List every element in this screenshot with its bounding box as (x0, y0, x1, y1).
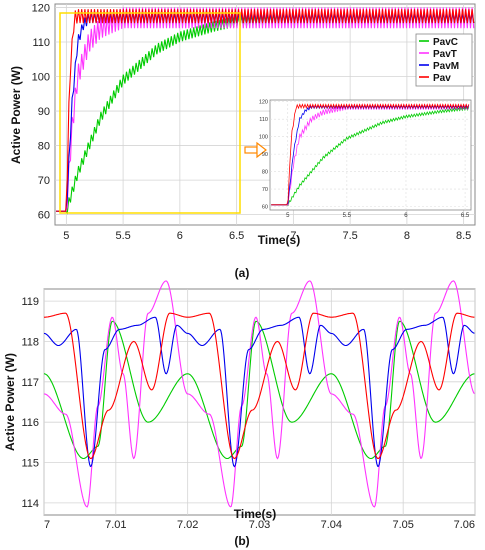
series-line-pavc (271, 106, 470, 207)
x-tick-label: 6.5 (229, 230, 244, 242)
y-tick-label: 116 (21, 417, 39, 429)
legend-label-pavm: PavM (433, 61, 459, 72)
legend-label-pav: Pav (433, 73, 451, 84)
x-tick-label: 8 (404, 230, 410, 242)
inset-grid (270, 100, 471, 210)
series-line-pavt (43, 280, 475, 508)
y-tick-label: 114 (21, 498, 39, 510)
x-tick-label: 7.06 (454, 519, 475, 531)
x-tick-label: 7.02 (177, 519, 198, 531)
series-group-a (56, 7, 475, 215)
inset-y-tick-label: 110 (259, 117, 268, 123)
y-tick-label: 90 (38, 106, 50, 118)
inset-chart: 5 5.5 6 6.5 60 70 80 90 100 110 120 (259, 99, 472, 219)
legend-label-pavt: PavT (433, 49, 457, 60)
x-tick-label: 6 (177, 230, 183, 242)
series-line-pav (271, 103, 470, 206)
axis-ticks-b: 7 7.01 7.02 7.03 7.04 7.05 7.06 114 115 116 117 118… (21, 296, 475, 531)
series-group-b (43, 280, 475, 508)
arrow-icon (244, 141, 267, 159)
y-tick-label: 100 (32, 72, 50, 84)
y-tick-label: 118 (21, 336, 39, 348)
inset-plot-area (269, 99, 472, 211)
y-tick-label: 120 (32, 2, 50, 14)
x-axis-label-a: Time(s) (258, 233, 300, 247)
chart-panel-b: 7 7.01 7.02 7.03 7.04 7.05 7.06 114 115 116 117 118… (3, 280, 476, 548)
x-tick-label: 7 (290, 230, 296, 242)
series-line-pav (56, 9, 475, 212)
x-tick-label: 5 (63, 230, 69, 242)
y-axis-label-a: Active Power (W) (9, 66, 23, 164)
x-tick-label: 7.05 (392, 519, 413, 531)
inset-ticks: 5 5.5 6 6.5 60 70 80 90 100 110 120 (259, 100, 470, 219)
inset-y-tick-label: 100 (259, 135, 268, 141)
y-tick-label: 117 (21, 377, 39, 389)
series-line-pav (43, 312, 475, 460)
inset-y-tick-label: 90 (262, 152, 268, 158)
y-tick-label: 80 (38, 141, 50, 153)
legend-label-pavc: PavC (433, 37, 458, 48)
inset-y-tick-label: 120 (259, 100, 268, 106)
y-tick-label: 70 (38, 175, 50, 187)
y-tick-label: 60 (38, 210, 50, 222)
inset-x-tick-label: 5 (286, 213, 290, 219)
inset-x-tick-label: 6 (404, 213, 408, 219)
y-tick-label: 115 (21, 458, 39, 470)
chart-panel-a: 5 5.5 6 6.5 7 7.5 8 8.5 60 70 80 90 100 110 120 5 5.5 6 6… (9, 2, 476, 280)
y-tick-label: 110 (32, 37, 50, 49)
y-tick-label: 119 (21, 296, 39, 308)
x-tick-label: 7.01 (105, 519, 126, 531)
x-axis-label-b: Time(s) (234, 507, 276, 521)
y-axis-label-b: Active Power (W) (3, 353, 17, 451)
series-line-pavm (43, 316, 475, 468)
grid-b (43, 289, 476, 515)
caption-b: (b) (234, 534, 249, 548)
inset-y-tick-label: 60 (262, 205, 268, 211)
x-tick-label: 7.03 (249, 519, 270, 531)
series-line-pavc (43, 320, 475, 460)
x-tick-label: 7 (44, 519, 50, 531)
x-tick-label: 7.04 (321, 519, 342, 531)
x-tick-label: 8.5 (456, 230, 471, 242)
highlight-box (59, 12, 241, 214)
inset-series-group (271, 103, 470, 207)
caption-a: (a) (235, 266, 250, 280)
axis-ticks-a: 5 5.5 6 6.5 7 7.5 8 8.5 60 70 80 90 100 110 120 (32, 2, 472, 242)
inset-x-tick-label: 6.5 (461, 213, 470, 219)
inset-y-tick-label: 80 (262, 170, 268, 176)
x-tick-label: 5.5 (115, 230, 130, 242)
x-tick-label: 7.5 (342, 230, 357, 242)
inset-y-tick-label: 70 (262, 187, 268, 193)
inset-x-tick-label: 5.5 (343, 213, 352, 219)
